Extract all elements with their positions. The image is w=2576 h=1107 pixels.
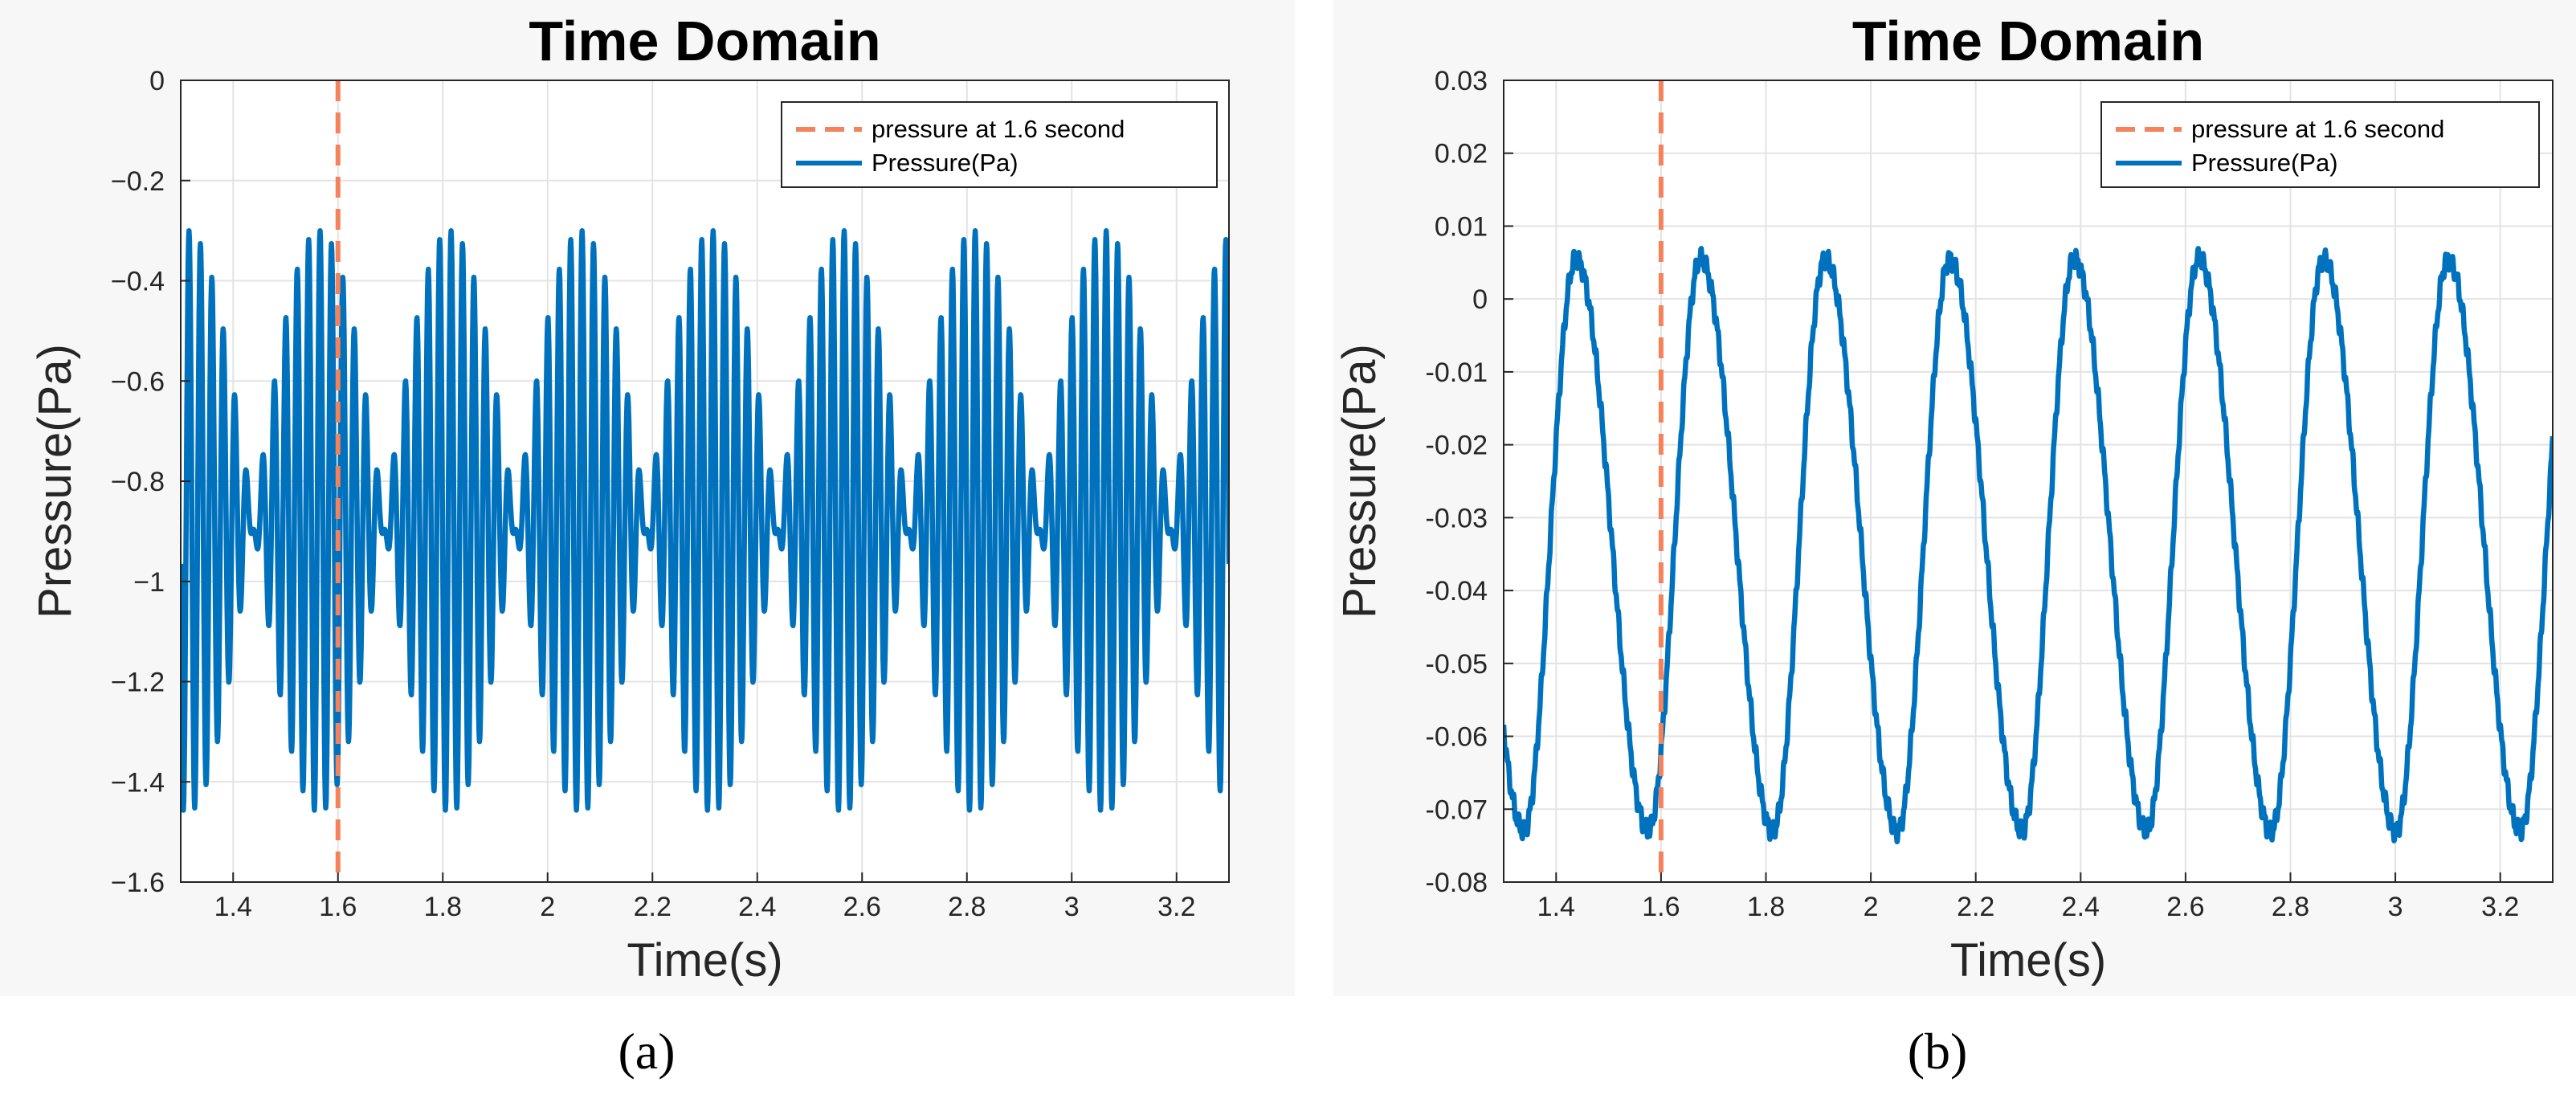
series-line-pressure bbox=[1504, 246, 2553, 845]
y-tick-label: -0.04 bbox=[1426, 576, 1488, 607]
y-tick-label: 0.01 bbox=[1435, 211, 1488, 242]
x-tick-label: 1.4 bbox=[1537, 892, 1575, 922]
legend-label-pressure: Pressure(Pa) bbox=[2191, 149, 2338, 177]
legend-box bbox=[2100, 101, 2540, 188]
y-tick-label: −0.4 bbox=[111, 267, 165, 297]
y-tick-label: −0.8 bbox=[111, 467, 165, 497]
y-tick-label: -0.08 bbox=[1426, 868, 1488, 898]
y-tick-label: -0.06 bbox=[1426, 722, 1488, 753]
y-tick-label: −0.6 bbox=[111, 366, 165, 397]
x-tick-label: 2 bbox=[1864, 892, 1879, 922]
chart-a: 1.4 1.6 1.8 2 2.2 2.4 2.6 2.8 3 3.2 0 −0.2 −0.4 −0.6 −… bbox=[29, 10, 1230, 1080]
panel-caption: (b) bbox=[1908, 1023, 1968, 1080]
y-tick-label: 0.03 bbox=[1435, 66, 1488, 96]
x-tick-label: 3 bbox=[2388, 892, 2403, 922]
y-tick-label: -0.03 bbox=[1426, 503, 1488, 533]
y-tick-label: 0 bbox=[149, 66, 165, 96]
legend-box bbox=[781, 101, 1218, 188]
y-tick-label: −1.4 bbox=[111, 767, 165, 798]
x-tick-label: 1.6 bbox=[1642, 892, 1680, 922]
y-tick-label: −1 bbox=[133, 567, 165, 598]
legend: pressure at 1.6 second Pressure(Pa) bbox=[2100, 101, 2540, 188]
x-tick-label: 2.6 bbox=[2166, 892, 2204, 922]
legend-label-reference: pressure at 1.6 second bbox=[872, 115, 1125, 143]
x-tick-label: 2.4 bbox=[738, 892, 776, 922]
x-tick-label: 3.2 bbox=[2481, 892, 2519, 922]
x-tick-label: 2.2 bbox=[634, 892, 672, 922]
x-tick-label: 2.2 bbox=[1957, 892, 1994, 922]
x-tick-label: 2.6 bbox=[843, 892, 881, 922]
x-tick-label: 1.4 bbox=[214, 892, 252, 922]
x-tick-label: 2.4 bbox=[2062, 892, 2100, 922]
x-tick-label: 3.2 bbox=[1157, 892, 1195, 922]
x-tick-label: 1.8 bbox=[1747, 892, 1785, 922]
legend: pressure at 1.6 second Pressure(Pa) bbox=[781, 101, 1218, 188]
panel-caption: (a) bbox=[618, 1023, 675, 1080]
x-tick-label: 3 bbox=[1064, 892, 1080, 922]
chart-title: Time Domain bbox=[529, 10, 880, 72]
x-tick-label: 2.8 bbox=[2272, 892, 2309, 922]
x-tick-label: 1.8 bbox=[424, 892, 462, 922]
y-tick-label: −1.2 bbox=[111, 668, 165, 698]
y-tick-label: -0.01 bbox=[1426, 357, 1488, 388]
y-tick-label: -0.02 bbox=[1426, 431, 1488, 461]
legend-label-pressure: Pressure(Pa) bbox=[872, 149, 1019, 177]
y-axis-label: Pressure(Pa) bbox=[1333, 344, 1386, 619]
x-tick-label: 2.8 bbox=[948, 892, 986, 922]
x-axis-label: Time(s) bbox=[627, 934, 782, 986]
axes-box bbox=[1503, 80, 2554, 883]
x-tick-label: 2 bbox=[540, 892, 555, 922]
y-tick-label: -0.05 bbox=[1426, 649, 1488, 680]
y-tick-label: 0 bbox=[1472, 284, 1488, 315]
y-tick-label: -0.07 bbox=[1426, 795, 1488, 825]
y-tick-label: −1.6 bbox=[111, 868, 165, 898]
chart-title: Time Domain bbox=[1852, 10, 2204, 72]
y-tick-label: 0.02 bbox=[1435, 139, 1488, 170]
chart-b: 1.4 1.6 1.8 2 2.2 2.4 2.6 2.8 3 3.2 0.03 0.02 0.01 0 -… bbox=[1333, 10, 2554, 1080]
y-axis-label: Pressure(Pa) bbox=[29, 344, 81, 619]
legend-label-reference: pressure at 1.6 second bbox=[2191, 115, 2444, 143]
y-tick-label: −0.2 bbox=[111, 166, 165, 197]
x-axis-label: Time(s) bbox=[1950, 934, 2106, 986]
series-line-pressure bbox=[181, 228, 1229, 813]
x-tick-label: 1.6 bbox=[319, 892, 357, 922]
